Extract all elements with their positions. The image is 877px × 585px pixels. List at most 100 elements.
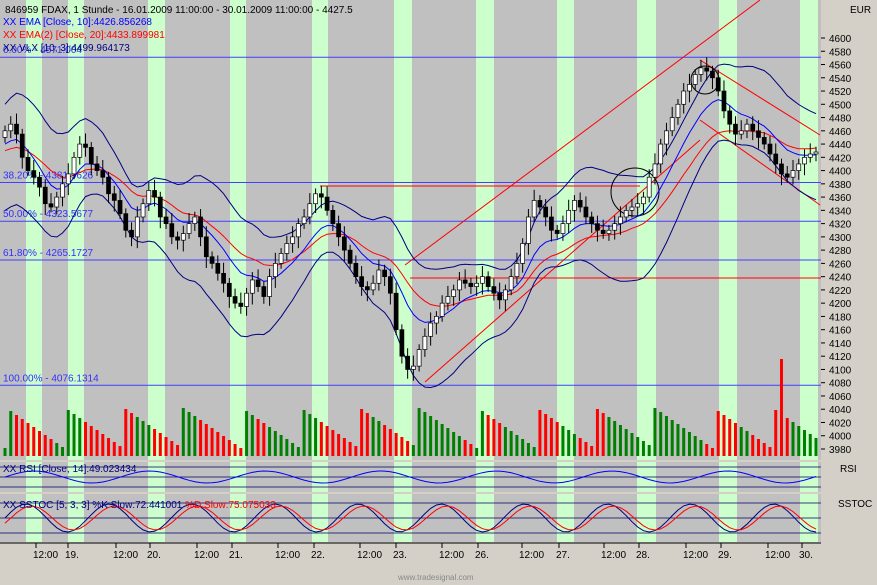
volume-bar: [802, 430, 806, 456]
candle-body: [365, 286, 370, 291]
candle-body: [566, 210, 572, 224]
session-band: [148, 0, 165, 460]
fib-label: 61.80% - 4265.1727: [3, 248, 94, 259]
volume-bar: [291, 443, 295, 456]
volume-bar: [797, 426, 801, 456]
candle-body: [8, 123, 14, 132]
volume-bar: [285, 439, 289, 456]
volume-bar: [342, 438, 346, 456]
volume-bar: [785, 418, 789, 456]
candle-body: [595, 223, 600, 231]
candle-body: [359, 276, 364, 287]
volume-bar: [268, 427, 272, 456]
volume-bar: [572, 434, 576, 456]
candle-body: [681, 90, 687, 105]
volume-bar: [72, 414, 76, 456]
candle-body: [347, 249, 353, 264]
volume-bar: [308, 414, 312, 456]
y-tick-label: 4460: [829, 127, 852, 138]
candle-body: [572, 200, 577, 211]
price-axis: 3980 4000 4020 4040 4060 4080 4100 4120 4140 4160…: [821, 34, 852, 456]
candle-body: [215, 263, 221, 274]
volume-bar: [394, 433, 398, 456]
candle-body: [733, 123, 738, 135]
volume-bar: [544, 414, 548, 456]
candle-body: [416, 349, 422, 367]
fib-label: 50.00% - 4323.5677: [3, 209, 94, 220]
y-tick-label: 4480: [829, 114, 852, 125]
volume-bar: [521, 439, 525, 456]
volume-bar: [9, 411, 13, 456]
y-tick-label: 4180: [829, 312, 852, 323]
volume-bar: [153, 429, 157, 456]
candle-body: [802, 156, 807, 165]
candle-body: [209, 256, 215, 264]
volume-bar: [130, 413, 134, 456]
y-tick-label: 4600: [829, 34, 852, 45]
candle-body: [721, 90, 727, 112]
y-tick-label: 4060: [829, 392, 852, 403]
volume-bar: [687, 432, 691, 456]
volume-bar: [193, 416, 197, 456]
candle-body: [796, 163, 802, 171]
volume-bar: [423, 412, 427, 456]
volume-bar: [480, 411, 484, 456]
volume-bar: [38, 431, 42, 456]
y-tick-label: 4300: [829, 233, 852, 244]
candle-body: [750, 123, 756, 132]
volume-bar: [227, 440, 231, 456]
volume-bar: [383, 425, 387, 456]
volume-bar: [32, 427, 36, 456]
volume-bar: [440, 424, 444, 456]
candle-body: [474, 282, 479, 287]
x-tick-label: 21.: [229, 550, 243, 561]
candle-body: [767, 143, 773, 155]
candle-body: [370, 282, 376, 291]
rsi-indicator: [0, 466, 821, 488]
volume-bar: [457, 436, 461, 456]
candle-body: [353, 263, 359, 277]
volume-bar: [319, 422, 323, 456]
volume-bar: [710, 448, 714, 456]
x-tick-label: 28.: [636, 550, 650, 561]
candle-body: [813, 151, 819, 155]
session-band: [637, 0, 656, 460]
volume-bar: [61, 447, 65, 456]
candle-body: [342, 236, 347, 251]
x-tick-label: 12:00: [439, 550, 464, 561]
candle-body: [330, 210, 336, 224]
candle-body: [106, 176, 111, 195]
volume-bar: [279, 435, 283, 456]
volume-bar: [751, 435, 755, 456]
price-axis-area: [821, 0, 877, 545]
volume-bar: [296, 447, 300, 456]
candle-body: [393, 292, 399, 331]
volume-bar: [469, 444, 473, 456]
candle-body: [134, 216, 140, 238]
volume-bar: [641, 441, 645, 456]
fib-lines: 0.00% - 4571.004 38.20% - 4381.9626 50.00%…: [0, 45, 821, 386]
volume-bar: [216, 432, 220, 456]
volume-bar: [503, 427, 507, 456]
volume-bar: [762, 443, 766, 456]
candle-body: [641, 196, 646, 205]
volume-bar: [273, 431, 277, 456]
volume-bar: [768, 447, 772, 456]
candle-body: [664, 130, 669, 145]
x-tick-label: 12:00: [765, 550, 790, 561]
y-tick-label: 4280: [829, 246, 852, 257]
sstoc-tag: SSTOC: [838, 499, 872, 510]
candle-body: [111, 193, 117, 201]
volume-bar: [590, 446, 594, 456]
session-band: [557, 0, 574, 460]
watermark: www.tradesignal.com: [397, 573, 474, 582]
candle-body: [226, 282, 232, 297]
candle-body: [83, 143, 88, 148]
volume-bar: [3, 448, 7, 456]
volume-bar: [365, 413, 369, 456]
candle-body: [129, 229, 134, 238]
candle-body: [324, 196, 330, 211]
y-tick-label: 4220: [829, 286, 852, 297]
candle-body: [186, 223, 192, 234]
